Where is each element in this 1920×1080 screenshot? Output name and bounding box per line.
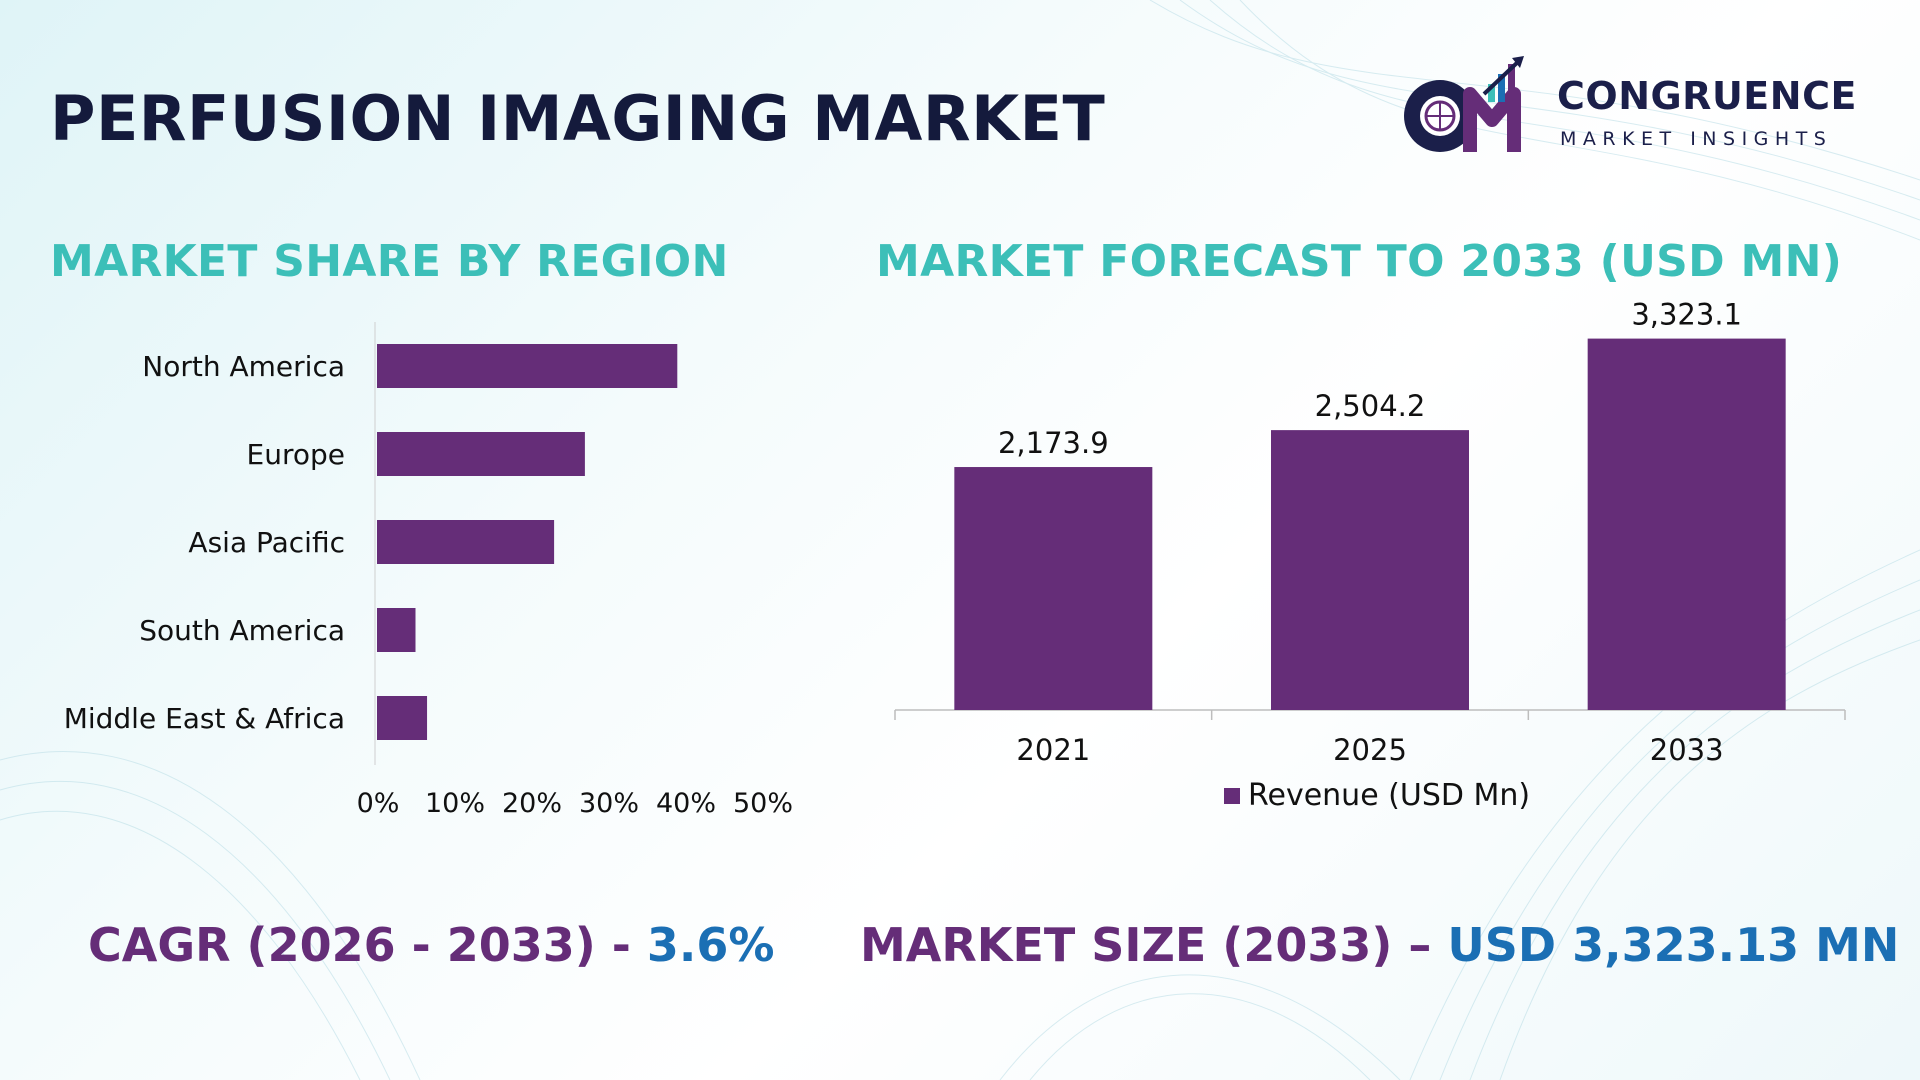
category-label: North America: [142, 350, 345, 383]
market-size-label: MARKET SIZE (2033) –: [860, 918, 1448, 972]
x-tick-label: 0%: [357, 788, 400, 819]
region-bar: [377, 432, 585, 476]
forecast-section-title: MARKET FORECAST TO 2033 (USD MN): [876, 236, 1843, 287]
region-bar: [377, 608, 416, 652]
page-title: PERFUSION IMAGING MARKET: [50, 82, 1106, 155]
data-label: 2,173.9: [998, 426, 1109, 460]
cagr-value: 3.6%: [646, 918, 775, 972]
region-bar: [377, 696, 428, 740]
cagr-summary: CAGR (2026 - 2033) - 3.6%: [88, 918, 774, 972]
region-bar: [377, 520, 555, 564]
brand-tagline: MARKET INSIGHTS: [1560, 128, 1833, 150]
data-label: 3,323.1: [1631, 300, 1742, 332]
x-tick-label: 2025: [1333, 733, 1407, 767]
globe-chart-logo-icon: [1404, 56, 1524, 152]
category-label: Europe: [247, 438, 345, 471]
revenue-bar: [1271, 430, 1469, 710]
region-bar: [377, 344, 678, 388]
cagr-label: CAGR (2026 - 2033) -: [88, 918, 647, 972]
market-size-value: USD 3,323.13 MN: [1447, 918, 1900, 972]
x-tick-label: 50%: [733, 788, 793, 819]
x-tick-label: 10%: [425, 788, 485, 819]
revenue-bar: [954, 467, 1153, 710]
x-tick-label: 40%: [656, 788, 716, 819]
brand-name: CONGRUENCE: [1557, 74, 1857, 118]
region-share-bar-chart: North America Europe Asia Pacific South Ame…: [64, 322, 793, 819]
x-tick-label: 2021: [1016, 733, 1090, 767]
category-label: Asia Pacific: [188, 526, 345, 559]
legend-label: Revenue (USD Mn): [1248, 778, 1531, 813]
x-tick-label: 20%: [502, 788, 562, 819]
category-label: Middle East & Africa: [64, 702, 345, 735]
revenue-bar: [1587, 338, 1786, 710]
revenue-forecast-column-chart: 2,173.9 2021 2,504.2 2025 3,323.1 2033: [894, 300, 1846, 767]
x-tick-label: 2033: [1650, 733, 1724, 767]
data-label: 2,504.2: [1315, 389, 1426, 423]
category-label: South America: [139, 614, 345, 647]
brand-logo: CONGRUENCE MARKET INSIGHTS: [1400, 54, 1880, 162]
legend-swatch: [1224, 787, 1240, 804]
market-size-summary: MARKET SIZE (2033) – USD 3,323.13 MN: [860, 918, 1899, 972]
x-tick-label: 30%: [579, 788, 639, 819]
chart-legend: Revenue (USD Mn): [1224, 778, 1530, 813]
share-section-title: MARKET SHARE BY REGION: [50, 236, 729, 287]
